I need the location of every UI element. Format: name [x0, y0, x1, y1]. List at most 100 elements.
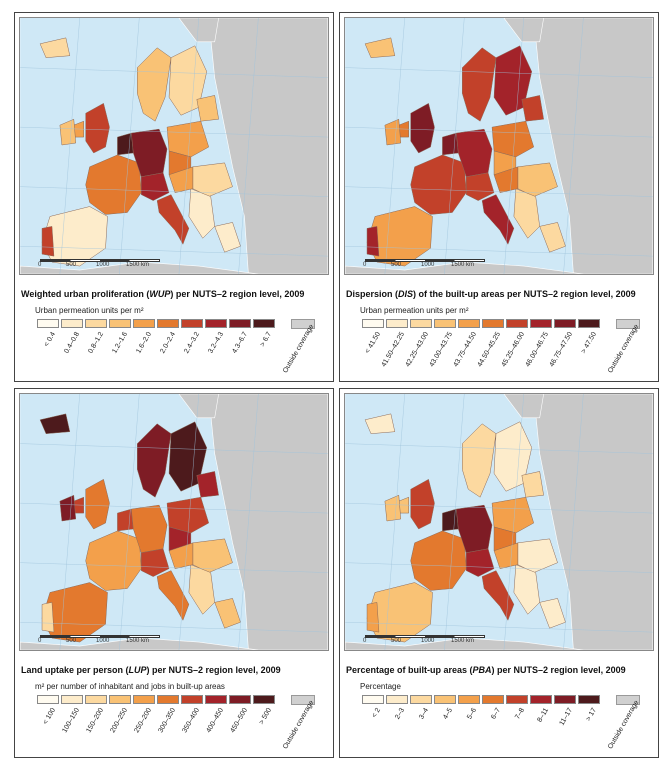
legend-class-label: 2.0–2.4: [159, 331, 178, 355]
nuts2-region: [466, 172, 495, 201]
nuts2-region: [156, 194, 190, 245]
nuts2-region: [85, 102, 110, 154]
nuts2-region: [196, 471, 219, 498]
legend-swatch: [578, 695, 600, 704]
outside-coverage-land: [345, 637, 584, 650]
graticule-line: [59, 18, 80, 274]
legend-class-label: 45.25–46.00: [500, 331, 527, 369]
graticule-line: [178, 394, 200, 650]
legend-class-label: 44.50–45.25: [476, 331, 503, 369]
graticule-line: [20, 443, 328, 454]
legend-swatch: [61, 319, 83, 328]
scale-label: 500: [66, 638, 77, 644]
legend-class-label: 5–6: [466, 707, 479, 721]
legend-subtitle: Urban permeation units per m²: [35, 306, 144, 315]
scale-label: 1000: [421, 262, 435, 268]
legend-outside-label: Outside coverage: [607, 699, 641, 751]
legend-swatch: [386, 695, 408, 704]
nuts2-region: [521, 471, 544, 498]
graticule-line: [238, 394, 259, 650]
legend-class-label: 46.75–47.50: [548, 331, 575, 369]
legend-outside-label: Outside coverage: [607, 323, 641, 375]
nuts2-region: [364, 37, 396, 58]
scale-bar: 0 500 1000 1500 km: [38, 259, 160, 269]
legend-swatch: [410, 319, 432, 328]
legend-title: Weighted urban proliferation (WUP) per N…: [21, 289, 305, 299]
legend-swatch: [205, 319, 227, 328]
legend-title: Dispersion (DIS) of the built-up areas p…: [346, 289, 636, 299]
nuts2-region: [410, 478, 435, 530]
nuts2-region: [442, 508, 459, 532]
nuts2-region: [196, 95, 219, 122]
legend-swatch: [434, 695, 456, 704]
nuts2-region: [117, 132, 134, 156]
nuts2-region: [384, 494, 402, 522]
scale-label: 0: [363, 638, 367, 644]
scale-label: 1500 km: [126, 262, 150, 268]
outside-coverage-land: [503, 394, 544, 419]
nuts2-region: [39, 413, 71, 434]
map-dis: 0 500 1000 1500 km: [344, 17, 654, 275]
nuts2-region: [481, 194, 515, 245]
legend-class-label: 2.4–3.2: [183, 331, 202, 355]
legend-class-label: 8–11: [536, 707, 551, 724]
legend-subtitle: Percentage: [360, 682, 401, 691]
graticule-line: [345, 67, 653, 78]
legend-class-label: 3–4: [418, 707, 431, 721]
legend-class-label: 250–200: [133, 707, 154, 735]
legend-swatch: [229, 319, 251, 328]
scale-bar: 0 500 1000 1500 km: [363, 259, 485, 269]
legend-swatch: [133, 695, 155, 704]
scale-label: 500: [391, 638, 402, 644]
nuts2-region: [41, 226, 55, 257]
legend-outside-label: Outside coverage: [282, 323, 316, 375]
legend-class-label: < 41.50: [364, 331, 383, 355]
legend-swatch: [386, 319, 408, 328]
legend-swatch: [362, 695, 384, 704]
legend-class-label: > 6.7: [259, 331, 274, 349]
nuts2-region: [59, 494, 77, 522]
graticule-line: [345, 126, 653, 138]
legend-swatch: [458, 319, 480, 328]
legend-class-label: < 2: [371, 707, 383, 720]
legend-swatch: [482, 319, 504, 328]
nuts2-region: [521, 95, 544, 122]
graticule-line: [503, 18, 525, 274]
europe-map: [20, 394, 328, 650]
panel-dis: 0 500 1000 1500 km Dispersion (DIS) of t…: [339, 12, 659, 382]
graticule-line: [119, 18, 140, 274]
legend-subtitle: Urban permeation units per m²: [360, 306, 469, 315]
graticule-line: [345, 246, 653, 257]
outside-coverage-land: [345, 261, 584, 274]
legend-class-label: 350–400: [181, 707, 202, 735]
nuts2-region: [366, 602, 380, 633]
nuts2-region: [166, 120, 210, 158]
legend-swatch: [157, 319, 179, 328]
nuts2-region: [491, 496, 535, 534]
nuts2-region: [410, 102, 435, 154]
map-wup: 0 500 1000 1500 km: [19, 17, 329, 275]
scale-label: 0: [363, 262, 367, 268]
legend-class-label: 300–350: [157, 707, 178, 735]
nuts2-region: [364, 413, 396, 434]
legend-swatch: [434, 319, 456, 328]
graticule-line: [384, 394, 405, 650]
legend-class-label: 100–150: [61, 707, 82, 735]
graticule-line: [238, 18, 259, 274]
legend-class-label: 42.25–43.00: [404, 331, 431, 369]
scale-bar: 0 500 1000 1500 km: [363, 635, 485, 645]
legend-swatch: [133, 319, 155, 328]
legend-swatch: [530, 319, 552, 328]
nuts2-region: [156, 570, 190, 621]
legend-swatch: [410, 695, 432, 704]
nuts2-region: [481, 570, 515, 621]
legend-swatch: [37, 319, 59, 328]
nuts2-region: [137, 423, 172, 498]
legend-swatch: [229, 695, 251, 704]
legend-class-label: > 47.50: [580, 331, 599, 355]
scale-label: 1500 km: [451, 262, 475, 268]
legend-swatch: [205, 695, 227, 704]
legend-class-label: 3.2–4.3: [207, 331, 226, 355]
graticule-line: [345, 622, 653, 633]
legend-class-label: 0.8–1.2: [87, 331, 106, 355]
